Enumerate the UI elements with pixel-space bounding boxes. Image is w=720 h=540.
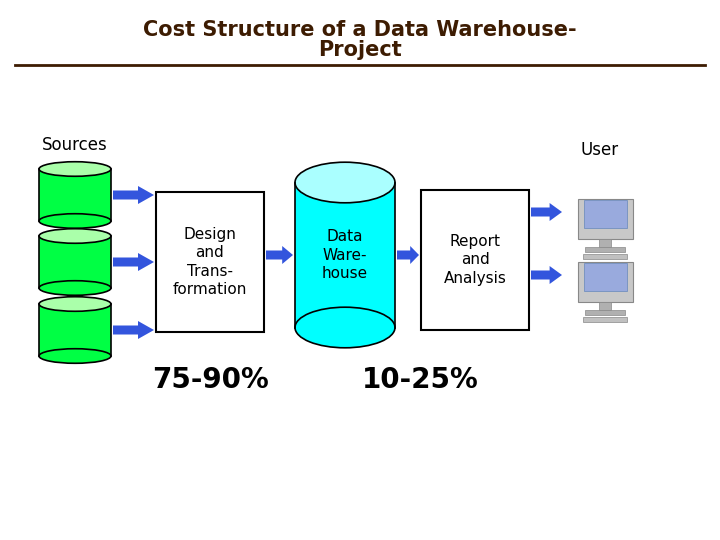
Text: Design
and
Trans-
formation: Design and Trans- formation (173, 227, 247, 298)
Bar (599, 239, 611, 247)
Bar (577, 199, 632, 239)
Ellipse shape (39, 349, 111, 363)
Text: Sources: Sources (42, 136, 108, 154)
Bar (421, 190, 529, 330)
Ellipse shape (295, 162, 395, 203)
Bar (583, 263, 626, 291)
Text: Report
and
Analysis: Report and Analysis (444, 234, 506, 286)
Text: User: User (581, 141, 619, 159)
Bar (39, 236, 111, 288)
Text: Cost Structure of a Data Warehouse-: Cost Structure of a Data Warehouse- (143, 20, 577, 40)
Bar (39, 304, 111, 356)
Polygon shape (113, 321, 154, 339)
Bar (585, 247, 625, 252)
Polygon shape (531, 266, 562, 284)
Ellipse shape (39, 214, 111, 228)
Bar (583, 254, 627, 259)
Polygon shape (113, 186, 154, 204)
Ellipse shape (39, 229, 111, 244)
Bar (577, 262, 632, 302)
Polygon shape (531, 203, 562, 221)
Bar (39, 169, 111, 221)
Ellipse shape (295, 307, 395, 348)
Polygon shape (113, 253, 154, 271)
Bar (585, 310, 625, 315)
Bar (156, 192, 264, 332)
Text: Data
Ware-
house: Data Ware- house (322, 229, 368, 281)
Ellipse shape (39, 296, 111, 311)
Ellipse shape (39, 281, 111, 295)
Bar (599, 302, 611, 310)
Bar (583, 200, 626, 228)
Text: 10-25%: 10-25% (361, 366, 478, 394)
Text: Project: Project (318, 40, 402, 60)
Bar (295, 183, 395, 327)
Polygon shape (266, 246, 293, 264)
Bar (583, 317, 627, 322)
Ellipse shape (39, 161, 111, 176)
Text: 75-90%: 75-90% (152, 366, 269, 394)
Polygon shape (397, 246, 419, 264)
